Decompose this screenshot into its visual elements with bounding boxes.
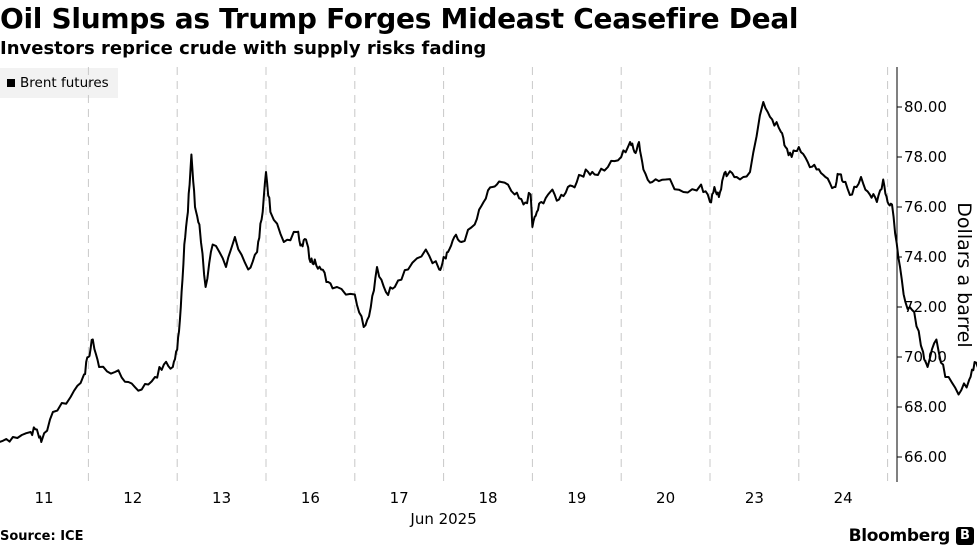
x-tick-label: 23 (745, 489, 764, 507)
y-tick-label: 80.00 (904, 98, 947, 116)
legend: Brent futures (0, 68, 118, 98)
x-tick-label: 19 (567, 489, 586, 507)
y-tick-label: 68.00 (904, 398, 947, 416)
legend-label: Brent futures (20, 75, 109, 91)
y-tick-label: 74.00 (904, 248, 947, 266)
series-layer (0, 101, 977, 443)
brand-logo: Bloomberg (848, 526, 951, 546)
legend-swatch (7, 79, 15, 87)
x-tick-label: 18 (478, 489, 497, 507)
x-tick-label: 24 (834, 489, 853, 507)
x-tick-label: 11 (34, 489, 53, 507)
y-tick-label: 76.00 (904, 198, 947, 216)
y-tick-label: 78.00 (904, 148, 947, 166)
x-tick-label: 12 (123, 489, 142, 507)
series-line-brent (0, 101, 977, 443)
y-axis-label: Dollars a barrel (953, 202, 975, 347)
x-tick-label: 20 (656, 489, 675, 507)
chart-subtitle: Investors reprice crude with supply risk… (0, 38, 487, 59)
y-tick-label: 70.00 (904, 348, 947, 366)
x-tick-label: 16 (301, 489, 320, 507)
x-tick-label: 17 (390, 489, 409, 507)
x-tick-label: 13 (212, 489, 231, 507)
y-tick-label: 66.00 (904, 448, 947, 466)
x-axis-ticks: 11 12 13 16 17 18 19 20 23 24 (34, 489, 852, 507)
bloomberg-b-icon: B (956, 527, 974, 545)
x-axis-label: Jun 2025 (409, 510, 476, 528)
source-note: Source: ICE (0, 529, 84, 544)
chart-title: Oil Slumps as Trump Forges Mideast Cease… (0, 2, 799, 35)
